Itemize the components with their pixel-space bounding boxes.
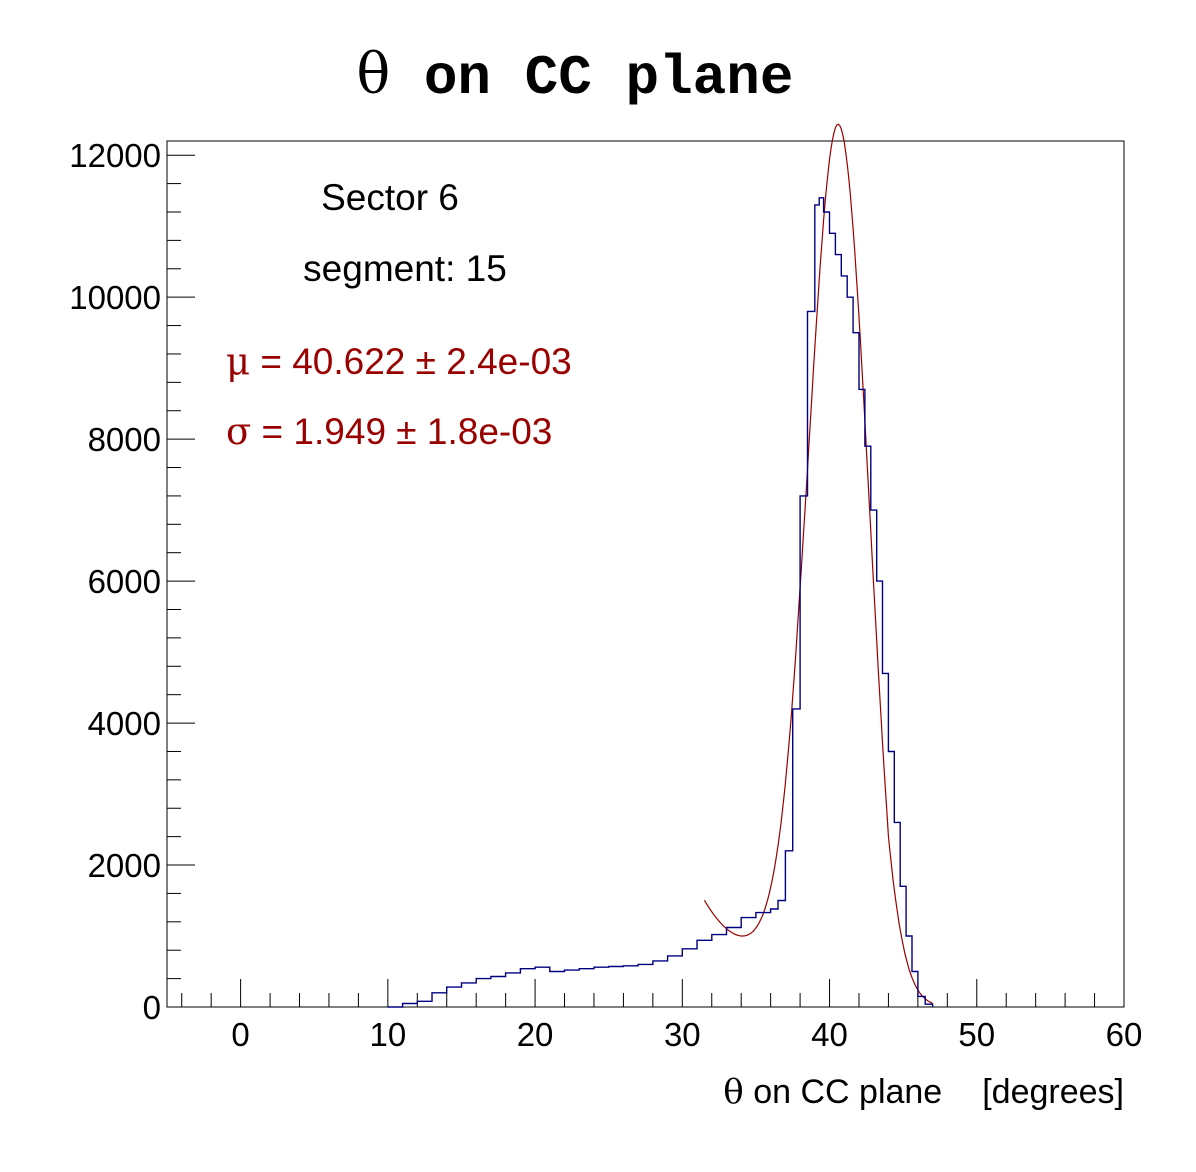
sigma-symbol: σ bbox=[226, 410, 251, 453]
x-axis-title: θ on CC plane [degrees] bbox=[723, 1072, 1124, 1112]
plot-frame bbox=[166, 140, 1125, 1008]
y-tick-label: 4000 bbox=[88, 705, 161, 742]
y-tick-label: 10000 bbox=[69, 279, 161, 316]
y-tick-label: 2000 bbox=[88, 847, 161, 884]
x-tick-label: 50 bbox=[958, 1016, 995, 1053]
x-axis-title-text: on CC plane bbox=[744, 1073, 942, 1111]
fit-layer bbox=[703, 123, 933, 1004]
x-axis-tick-labels: 0 10 20 30 40 50 60 bbox=[231, 1016, 1142, 1053]
x-axis-title-symbol: θ bbox=[723, 1072, 743, 1112]
y-tick-label: 0 bbox=[143, 989, 161, 1026]
histogram-layer bbox=[387, 197, 934, 1008]
mu-symbol: μ bbox=[226, 340, 250, 383]
histogram-series bbox=[387, 197, 934, 1008]
y-axis-ticks bbox=[167, 154, 195, 1008]
sector-label: Sector 6 bbox=[321, 177, 459, 218]
y-tick-label: 8000 bbox=[88, 421, 161, 458]
x-axis-units: [degrees] bbox=[982, 1073, 1124, 1111]
mu-value: = 40.622 ± 2.4e-03 bbox=[250, 341, 572, 382]
chart-title-symbol: θ bbox=[357, 42, 391, 107]
sigma-fit-result: σ = 1.949 ± 1.8e-03 bbox=[226, 410, 552, 453]
x-tick-label: 20 bbox=[517, 1016, 554, 1053]
chart-title: θ on CC plane bbox=[357, 42, 794, 110]
fit-curve bbox=[703, 123, 933, 1004]
y-tick-label: 6000 bbox=[88, 563, 161, 600]
sigma-value: = 1.949 ± 1.8e-03 bbox=[251, 411, 552, 452]
x-axis-ticks bbox=[181, 979, 1125, 1007]
segment-label: segment: 15 bbox=[303, 248, 507, 289]
x-tick-label: 10 bbox=[369, 1016, 406, 1053]
x-tick-label: 40 bbox=[811, 1016, 848, 1053]
chart-title-text: on CC plane bbox=[390, 46, 793, 110]
y-axis-tick-labels: 0 2000 4000 6000 8000 10000 12000 bbox=[69, 137, 161, 1026]
x-tick-label: 0 bbox=[231, 1016, 249, 1053]
x-tick-label: 30 bbox=[664, 1016, 701, 1053]
mu-fit-result: μ = 40.622 ± 2.4e-03 bbox=[226, 340, 572, 383]
y-tick-label: 12000 bbox=[69, 137, 161, 174]
x-tick-label: 60 bbox=[1106, 1016, 1143, 1053]
